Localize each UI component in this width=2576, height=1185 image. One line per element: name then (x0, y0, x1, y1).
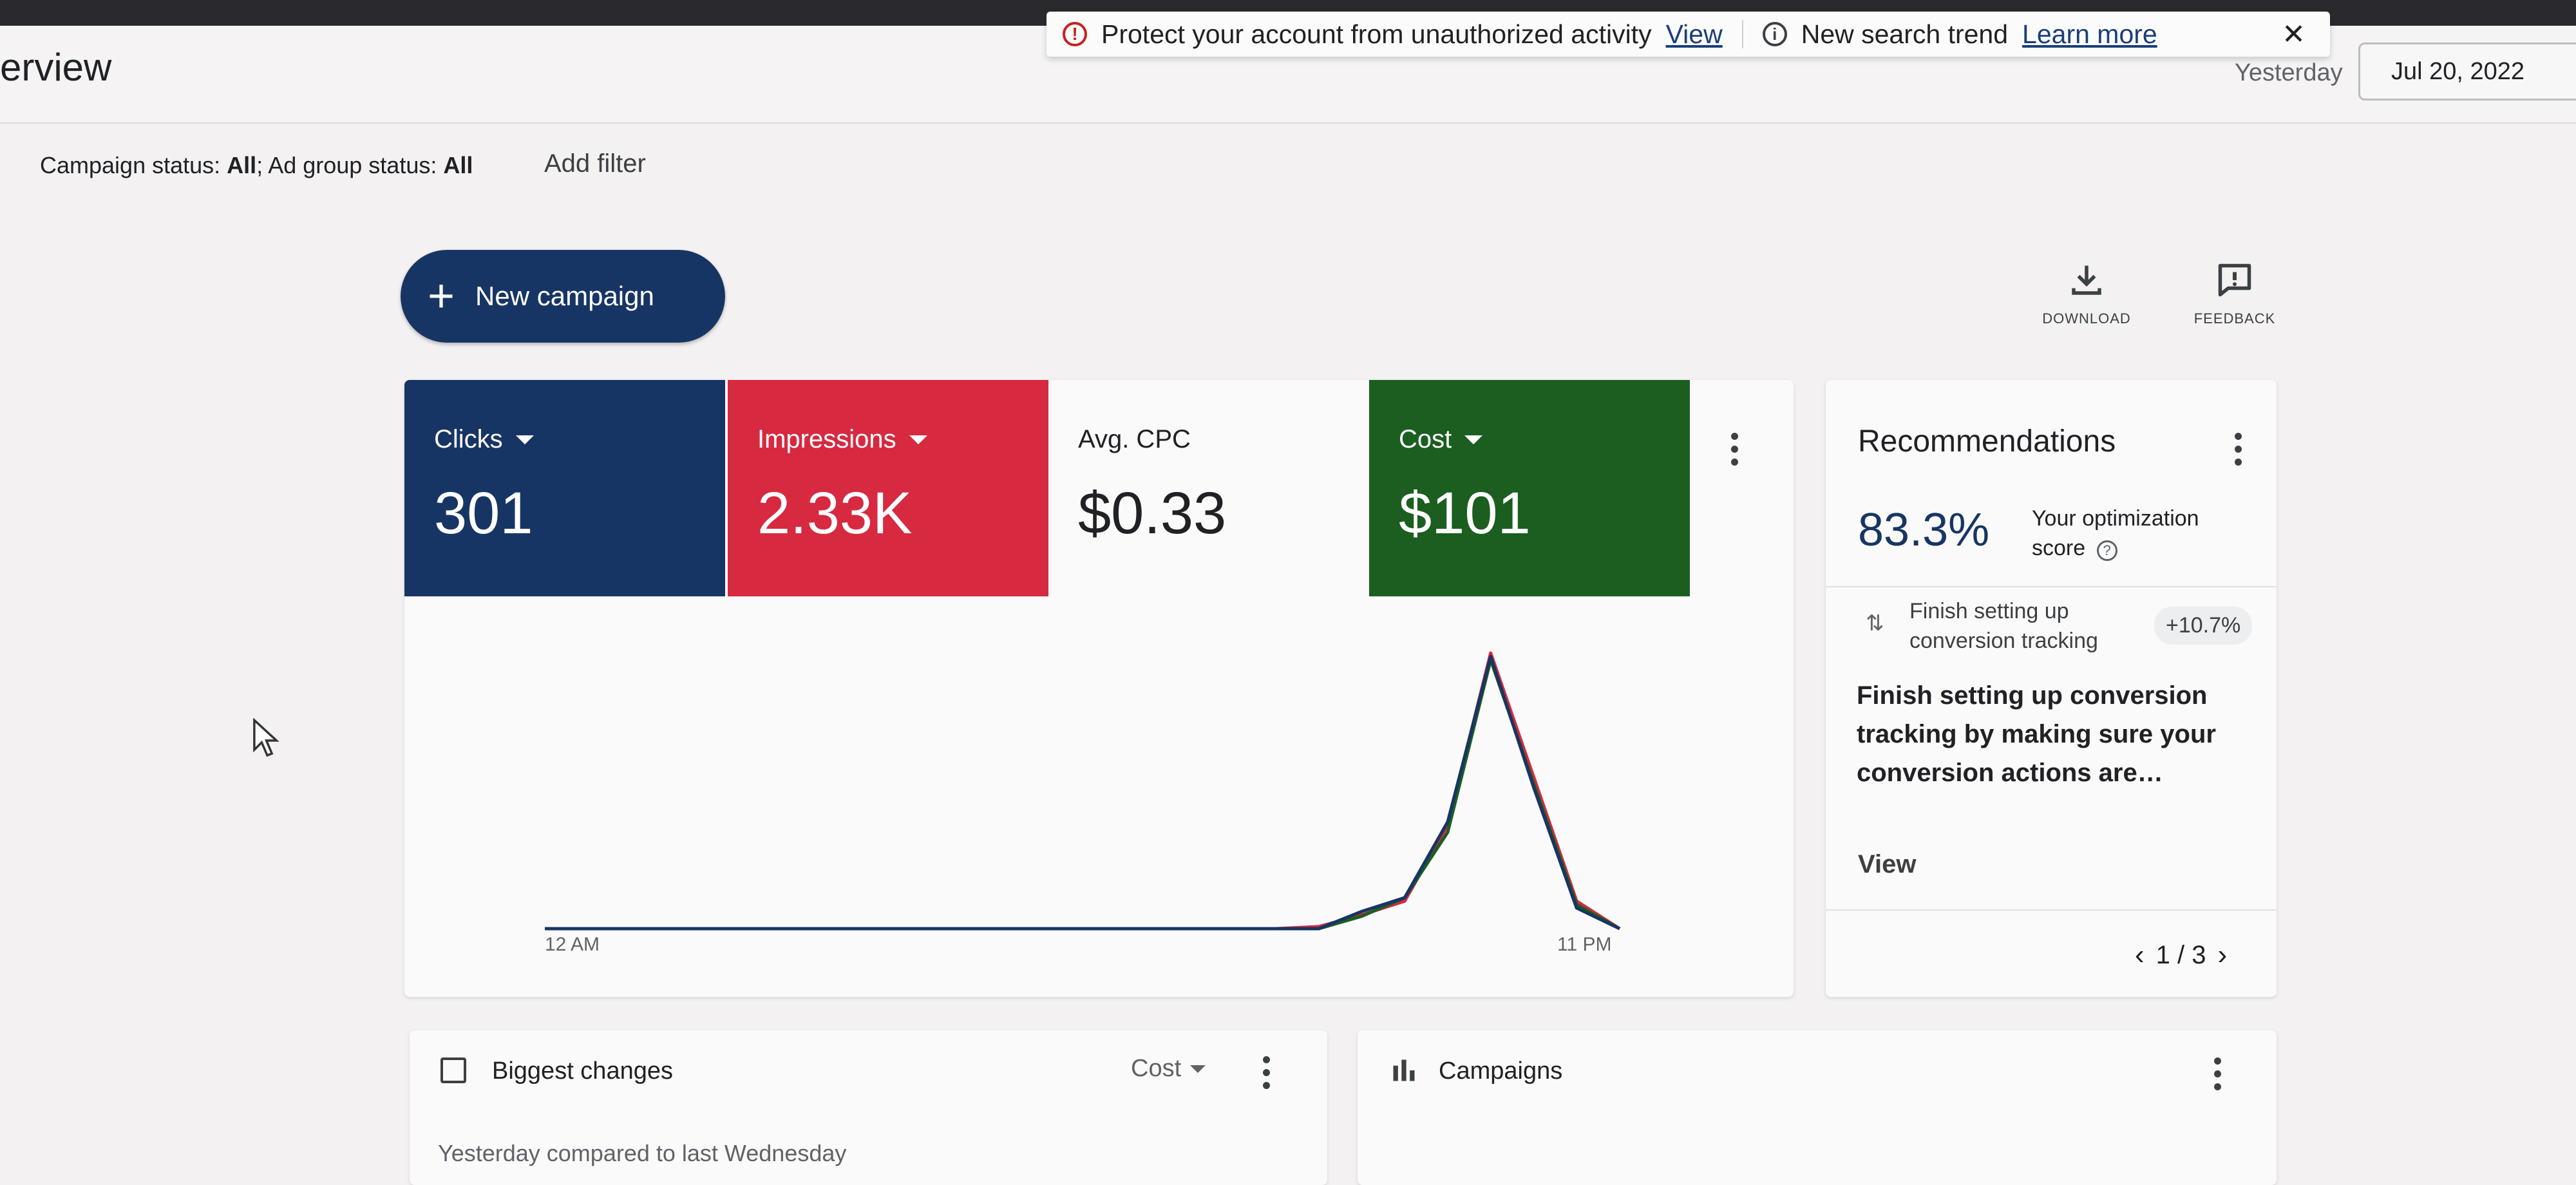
info-icon: i (1762, 22, 1787, 46)
metric-value: $0.33 (1078, 480, 1227, 546)
learn-more-link[interactable]: Learn more (2022, 19, 2157, 49)
biggest-changes-title: Biggest changes (492, 1057, 673, 1085)
metric-label: Clicks (434, 425, 503, 453)
caret-down-icon (1464, 435, 1483, 444)
metric-selector[interactable]: Cost (1131, 1055, 1206, 1083)
more-options-icon[interactable] (1263, 1056, 1271, 1095)
filter-summary[interactable]: Campaign status: All; Ad group status: A… (40, 152, 473, 179)
recommendation-view-link[interactable]: View (1858, 850, 1917, 878)
feedback-icon (2218, 263, 2251, 297)
caret-down-icon (1190, 1065, 1206, 1073)
campaign-status-value: All (227, 152, 257, 178)
metric-label: Cost (1399, 425, 1452, 453)
performance-card: Clicks 301 Impressions 2.33K Avg. CPC $0… (404, 380, 1794, 997)
date-picker-button[interactable]: Jul 20, 2022 (2358, 43, 2576, 100)
optimization-score: 83.3% (1858, 504, 1990, 556)
feedback-label: FEEDBACK (2193, 310, 2276, 327)
metric-label: Avg. CPC (1078, 425, 1191, 453)
x-tick-label: 11 PM (1557, 934, 1611, 955)
new-campaign-button[interactable]: + New campaign (401, 250, 725, 343)
adgroup-status-label: ; Ad group status: (256, 152, 444, 178)
x-tick-label: 12 AM (545, 934, 600, 955)
series-line (545, 654, 1621, 931)
download-icon (2072, 265, 2101, 295)
metric-label: Impressions (757, 425, 896, 453)
more-options-icon[interactable] (2235, 433, 2242, 471)
close-icon[interactable]: ✕ (2282, 18, 2306, 50)
divider (1826, 909, 2277, 911)
more-options-icon[interactable] (2214, 1057, 2222, 1096)
bar-chart-icon (1393, 1059, 1415, 1081)
chevron-left-icon[interactable]: ‹ (2135, 939, 2145, 971)
metric-clicks[interactable]: Clicks 301 (404, 380, 725, 596)
metric-value: $101 (1399, 480, 1531, 546)
alert-view-link[interactable]: View (1665, 19, 1723, 49)
notification-bar: ! Protect your account from unauthorized… (1046, 12, 2330, 57)
metric-cost[interactable]: Cost $101 (1369, 380, 1690, 596)
changes-icon (440, 1057, 466, 1083)
date-value: Jul 20, 2022 (2391, 57, 2525, 85)
series-line (545, 658, 1621, 931)
mouse-cursor-icon (253, 718, 279, 757)
pager-text: 1 / 3 (2155, 940, 2206, 969)
uplift-badge: +10.7% (2154, 607, 2253, 645)
download-label: DOWNLOAD (2042, 310, 2131, 327)
help-icon[interactable]: ? (2096, 540, 2117, 561)
pager: ‹ 1 / 3 › (2135, 939, 2227, 971)
more-options-icon[interactable] (1731, 433, 1739, 471)
campaign-status-label: Campaign status: (40, 152, 227, 178)
error-icon: ! (1063, 22, 1087, 46)
trend-text: New search trend (1801, 19, 2009, 49)
recommendation-item[interactable]: ⇅ Finish setting up conversion tracking … (1826, 587, 2277, 665)
comparison-subtitle: Yesterday compared to last Wednesday (438, 1140, 847, 1166)
recommendation-description: Finish setting up conversion tracking by… (1857, 681, 2216, 787)
add-filter-button[interactable]: Add filter (544, 149, 646, 178)
score-label-line: Your optimization (2032, 506, 2199, 531)
caret-down-icon (909, 435, 927, 444)
feedback-button[interactable]: FEEDBACK (2183, 261, 2286, 327)
item-text-line: conversion tracking (1909, 629, 2098, 653)
metric-selector-value: Cost (1131, 1055, 1182, 1082)
recommendations-card: Recommendations 83.3% Your optimization … (1826, 380, 2277, 997)
recommendations-title: Recommendations (1858, 424, 2116, 459)
alert-text: Protect your account from unauthorized a… (1101, 19, 1652, 49)
caret-down-icon (515, 435, 534, 444)
plus-icon: + (428, 270, 455, 322)
new-campaign-label: New campaign (475, 281, 654, 311)
adgroup-status-value: All (443, 152, 473, 178)
performance-chart: 12 AM 11 PM (545, 651, 1621, 955)
metric-impressions[interactable]: Impressions 2.33K (728, 380, 1048, 596)
date-range-label: Yesterday (2235, 59, 2343, 86)
biggest-changes-card: Biggest changes Cost Yesterday compared … (410, 1030, 1327, 1185)
download-button[interactable]: DOWNLOAD (2035, 261, 2138, 327)
metric-value: 2.33K (757, 480, 913, 546)
metric-value: 301 (434, 480, 533, 546)
divider (1826, 586, 2277, 587)
campaigns-card: Campaigns (1358, 1030, 2277, 1185)
metric-avg-cpc[interactable]: Avg. CPC $0.33 (1048, 380, 1369, 596)
page-title: erview (0, 46, 112, 89)
conversion-icon: ⇅ (1866, 611, 1884, 636)
chevron-right-icon[interactable]: › (2217, 939, 2228, 971)
optimization-score-label: Your optimization score ? (2032, 504, 2199, 563)
divider (1741, 20, 1743, 48)
campaigns-title: Campaigns (1439, 1057, 1563, 1085)
score-label-line: score (2032, 536, 2086, 560)
item-text-line: Finish setting up (1909, 599, 2069, 623)
